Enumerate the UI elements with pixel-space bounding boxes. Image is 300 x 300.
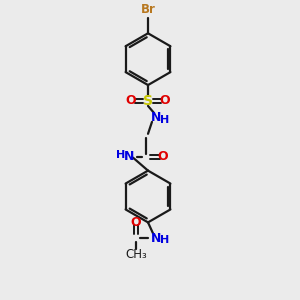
Text: N: N bbox=[151, 111, 161, 124]
Text: O: O bbox=[158, 150, 168, 163]
Text: O: O bbox=[126, 94, 136, 107]
Text: H: H bbox=[160, 235, 170, 245]
Text: H: H bbox=[116, 150, 125, 160]
Text: Br: Br bbox=[141, 3, 155, 16]
Text: S: S bbox=[143, 94, 153, 108]
Text: CH₃: CH₃ bbox=[125, 248, 147, 261]
Text: O: O bbox=[160, 94, 170, 107]
Text: H: H bbox=[160, 115, 170, 125]
Text: N: N bbox=[124, 150, 134, 163]
Text: O: O bbox=[131, 216, 141, 229]
Text: N: N bbox=[151, 232, 161, 245]
